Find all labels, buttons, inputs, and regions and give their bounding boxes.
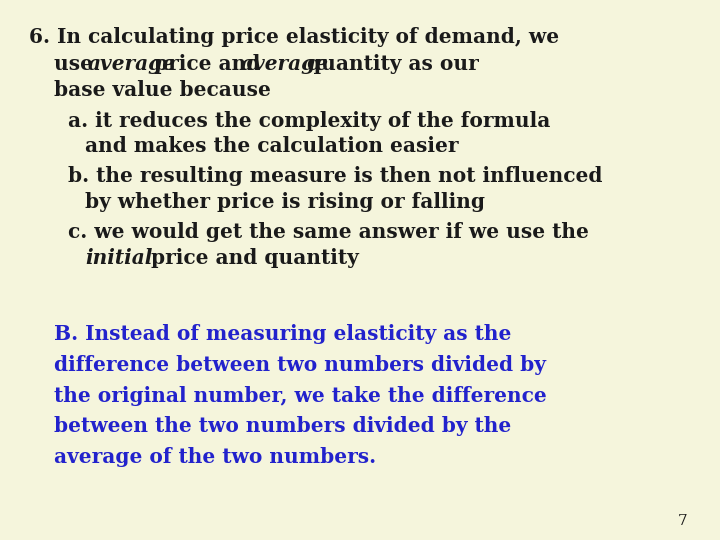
Text: price and quantity: price and quantity [145, 248, 359, 268]
Text: 7: 7 [678, 514, 688, 528]
Text: between the two numbers divided by the: between the two numbers divided by the [54, 416, 511, 436]
Text: base value because: base value because [54, 80, 271, 100]
Text: average of the two numbers.: average of the two numbers. [54, 447, 376, 467]
Text: initial: initial [85, 248, 153, 268]
Text: difference between two numbers divided by: difference between two numbers divided b… [54, 355, 546, 375]
Text: 6. In calculating price elasticity of demand, we: 6. In calculating price elasticity of de… [29, 27, 559, 47]
Text: quantity as our: quantity as our [300, 54, 479, 74]
Text: price and: price and [148, 54, 268, 74]
Text: average: average [88, 54, 176, 74]
Text: the original number, we take the difference: the original number, we take the differe… [54, 386, 546, 406]
Text: by whether price is rising or falling: by whether price is rising or falling [85, 192, 485, 212]
Text: a. it reduces the complexity of the formula: a. it reduces the complexity of the form… [68, 111, 551, 131]
Text: and makes the calculation easier: and makes the calculation easier [85, 136, 459, 156]
Text: b. the resulting measure is then not influenced: b. the resulting measure is then not inf… [68, 166, 603, 186]
Text: average: average [241, 54, 329, 74]
Text: use: use [54, 54, 100, 74]
Text: B. Instead of measuring elasticity as the: B. Instead of measuring elasticity as th… [54, 324, 511, 344]
Text: c. we would get the same answer if we use the: c. we would get the same answer if we us… [68, 222, 589, 242]
